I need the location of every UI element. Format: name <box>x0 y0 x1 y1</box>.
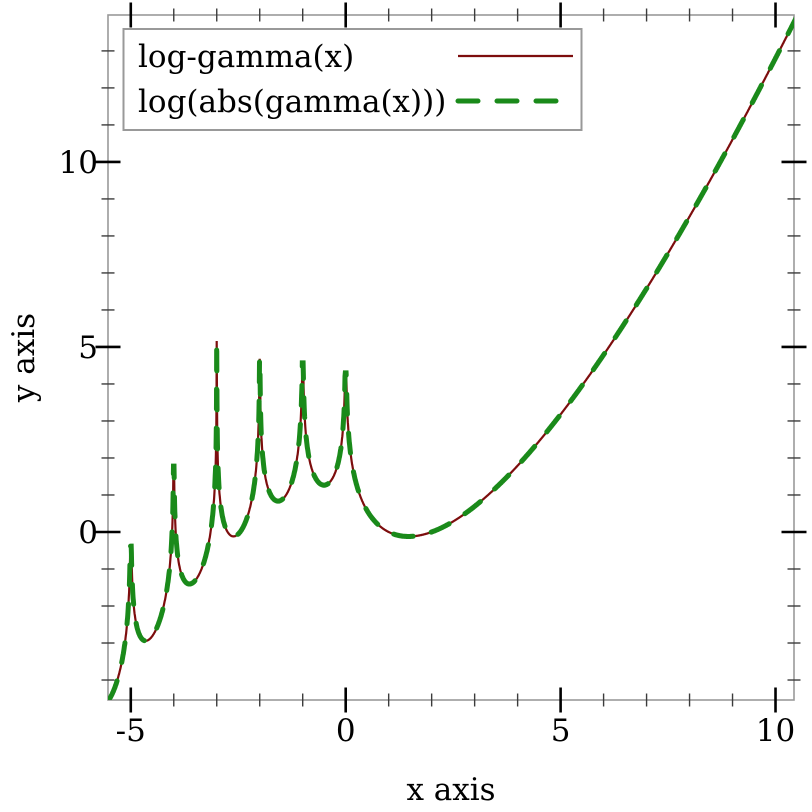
x-tick-label: 5 <box>551 713 571 749</box>
legend-box <box>122 28 583 131</box>
y-tick-label: 10 <box>59 145 98 181</box>
y-tick-label: 5 <box>78 330 98 366</box>
plot-frame <box>107 14 795 701</box>
x-tick-label: 0 <box>336 713 356 749</box>
curve-layer <box>108 16 794 700</box>
legend-label-log-gamma: log-gamma(x) <box>138 39 354 75</box>
y-axis-label: y axis <box>6 313 42 403</box>
legend: log-gamma(x) log(abs(gamma(x))) <box>122 28 583 131</box>
legend-label-log-abs-gamma: log(abs(gamma(x))) <box>138 84 446 120</box>
x-axis-label: x axis <box>406 772 495 808</box>
tick-marks <box>95 2 807 713</box>
x-tick-label: -5 <box>116 713 146 749</box>
log-abs-gamma-curve <box>108 16 794 700</box>
y-tick-label: 0 <box>78 515 98 551</box>
tick-labels: -5 0 5 10 0 5 10 <box>59 145 796 749</box>
x-tick-label: 10 <box>756 713 795 749</box>
